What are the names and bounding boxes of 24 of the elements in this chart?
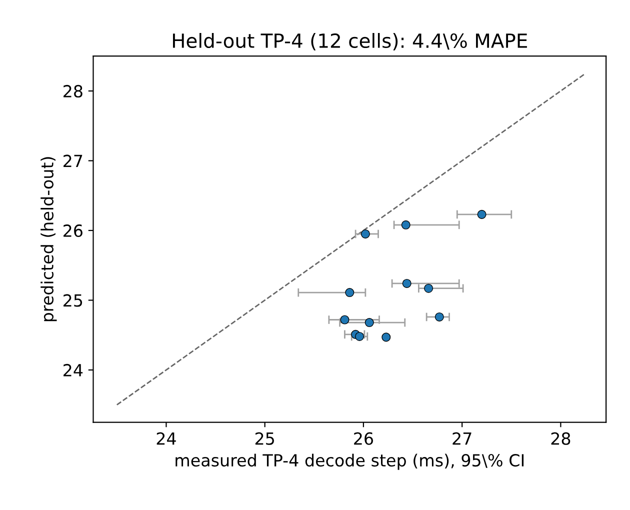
y-tick-label: 28 (64, 84, 82, 98)
point (402, 278, 412, 288)
x-tick-label: 26 (354, 432, 374, 445)
point (424, 284, 434, 293)
point (340, 315, 350, 324)
y-tick-label: 26 (64, 224, 82, 238)
x-tick-label: 28 (551, 432, 570, 445)
point (401, 220, 410, 230)
point (382, 332, 391, 342)
point (345, 288, 354, 298)
x-axis-title: measured TP-4 decode step (ms), 95\% CI (176, 454, 524, 470)
y-tick-label: 27 (64, 154, 82, 168)
chart-title: Held-out TP-4 (12 cells): 4.4\% MAPE (173, 32, 527, 50)
point (354, 332, 364, 342)
point (477, 210, 486, 219)
point (434, 312, 444, 322)
point (364, 318, 374, 328)
x-tick-label: 24 (156, 432, 176, 445)
x-tick-label: 25 (255, 432, 274, 445)
x-tick-label: 27 (452, 432, 472, 445)
y-tick-label: 24 (64, 364, 83, 376)
point (360, 229, 370, 238)
y-tick-label: 25 (64, 294, 82, 307)
y-axis-title: predicted (held-out) (40, 157, 57, 322)
